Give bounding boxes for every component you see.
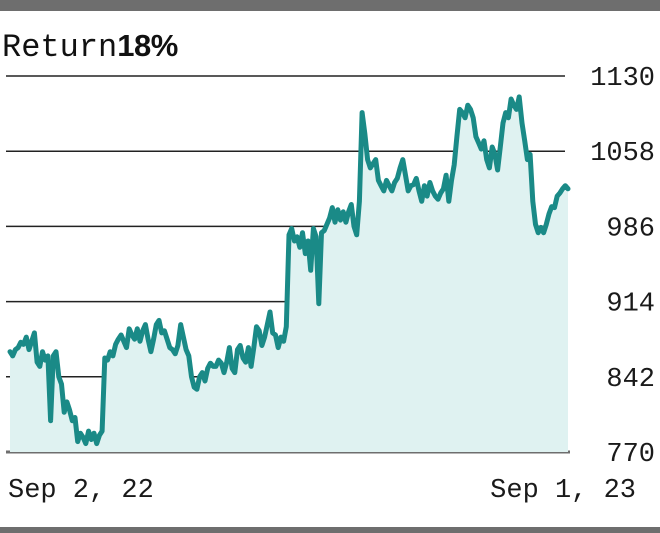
- y-tick-label: 842: [606, 365, 655, 395]
- x-tick-label: Sep 1, 23: [490, 476, 636, 506]
- bottom-frame-bar: [0, 527, 660, 533]
- y-tick-label: 1058: [590, 139, 655, 169]
- top-frame-bar: [0, 0, 660, 11]
- x-tick-label: Sep 2, 22: [8, 476, 154, 506]
- chart-title: Return 18%: [2, 28, 178, 70]
- return-value: 18%: [117, 28, 178, 63]
- y-tick-label: 1130: [590, 64, 655, 94]
- x-tick-labels: Sep 2, 22 Sep 1, 23: [8, 476, 636, 506]
- y-tick-label: 986: [606, 214, 655, 244]
- y-tick-label: 914: [606, 290, 655, 320]
- y-tick-labels: 1130 1058 986 914 842 770: [590, 64, 655, 470]
- title-label: Return: [2, 29, 118, 66]
- series-line: [7, 94, 571, 447]
- y-tick-label: 770: [606, 440, 655, 470]
